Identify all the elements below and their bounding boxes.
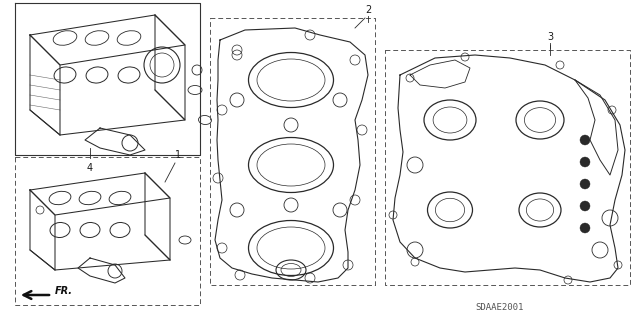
Text: 3: 3 (547, 32, 553, 42)
Circle shape (580, 135, 590, 145)
Text: 1: 1 (175, 150, 181, 160)
Circle shape (580, 223, 590, 233)
Circle shape (580, 179, 590, 189)
Text: 4: 4 (87, 163, 93, 173)
Text: SDAAE2001: SDAAE2001 (476, 303, 524, 313)
Circle shape (580, 157, 590, 167)
Circle shape (580, 201, 590, 211)
Text: FR.: FR. (55, 286, 73, 296)
Text: 2: 2 (365, 5, 371, 15)
